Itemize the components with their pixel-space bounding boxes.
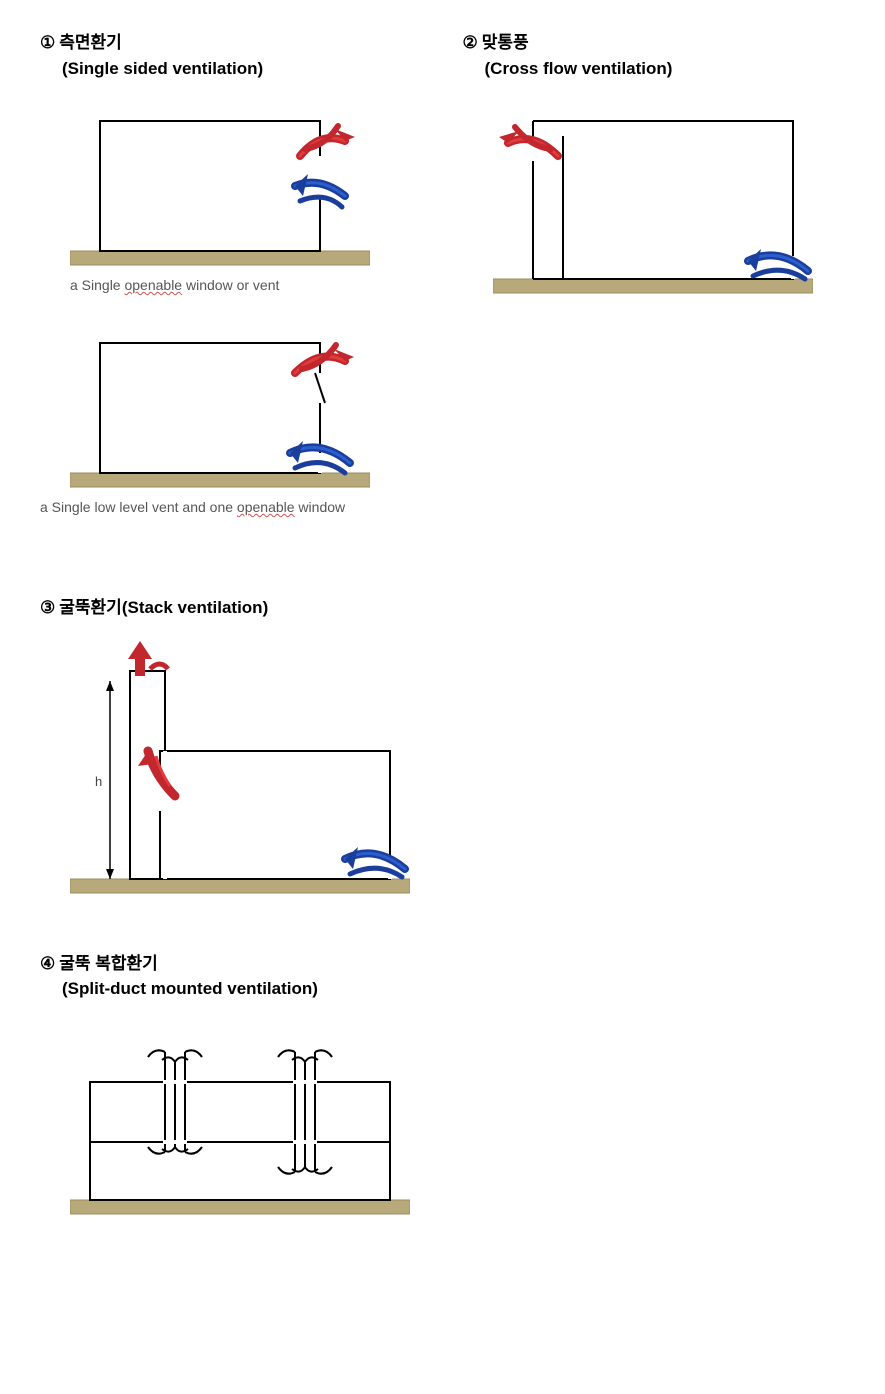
section-3-en: (Stack ventilation) (122, 598, 268, 617)
section-2: ②맞통풍 (Cross flow ventilation) (463, 30, 846, 535)
caption-1a-pre: a Single (70, 277, 124, 293)
section-4-num: ④ (40, 951, 55, 977)
caption-1a: a Single openable window or vent (40, 277, 423, 293)
caption-1b-pre: a Single low level vent and one (40, 499, 237, 515)
diagram-4 (70, 1022, 845, 1222)
caption-1b-ul: openable (237, 499, 295, 515)
caption-1b-post: window (295, 499, 346, 515)
caption-1a-ul: openable (124, 277, 182, 293)
section-3-kr: 굴뚝환기 (59, 598, 122, 617)
section-1: ①측면환기 (Single sided ventilation) (40, 30, 423, 535)
section-2-title: ②맞통풍 (Cross flow ventilation) (463, 30, 846, 81)
section-2-kr: 맞통풍 (482, 33, 529, 52)
diagram-2 (493, 101, 846, 301)
section-1-en: (Single sided ventilation) (40, 56, 423, 82)
section-3-title: ③굴뚝환기(Stack ventilation) (40, 595, 845, 621)
section-3-num: ③ (40, 595, 55, 621)
section-2-en: (Cross flow ventilation) (463, 56, 846, 82)
section-2-num: ② (463, 30, 478, 56)
section-1-title: ①측면환기 (Single sided ventilation) (40, 30, 423, 81)
section-3: ③굴뚝환기(Stack ventilation) h (40, 595, 845, 901)
diagram-1b (70, 323, 423, 493)
section-1-num: ① (40, 30, 55, 56)
section-4-title: ④굴뚝 복합환기 (Split-duct mounted ventilation… (40, 951, 845, 1002)
section-4-en: (Split-duct mounted ventilation) (40, 976, 845, 1002)
caption-1b: a Single low level vent and one openable… (40, 499, 423, 515)
h-label: h (95, 774, 102, 789)
diagram-3: h (70, 641, 845, 901)
section-4: ④굴뚝 복합환기 (Split-duct mounted ventilation… (40, 951, 845, 1222)
section-4-kr: 굴뚝 복합환기 (59, 954, 158, 973)
section-1-kr: 측면환기 (59, 33, 122, 52)
caption-1a-post: window or vent (182, 277, 279, 293)
diagram-1a (70, 101, 423, 271)
